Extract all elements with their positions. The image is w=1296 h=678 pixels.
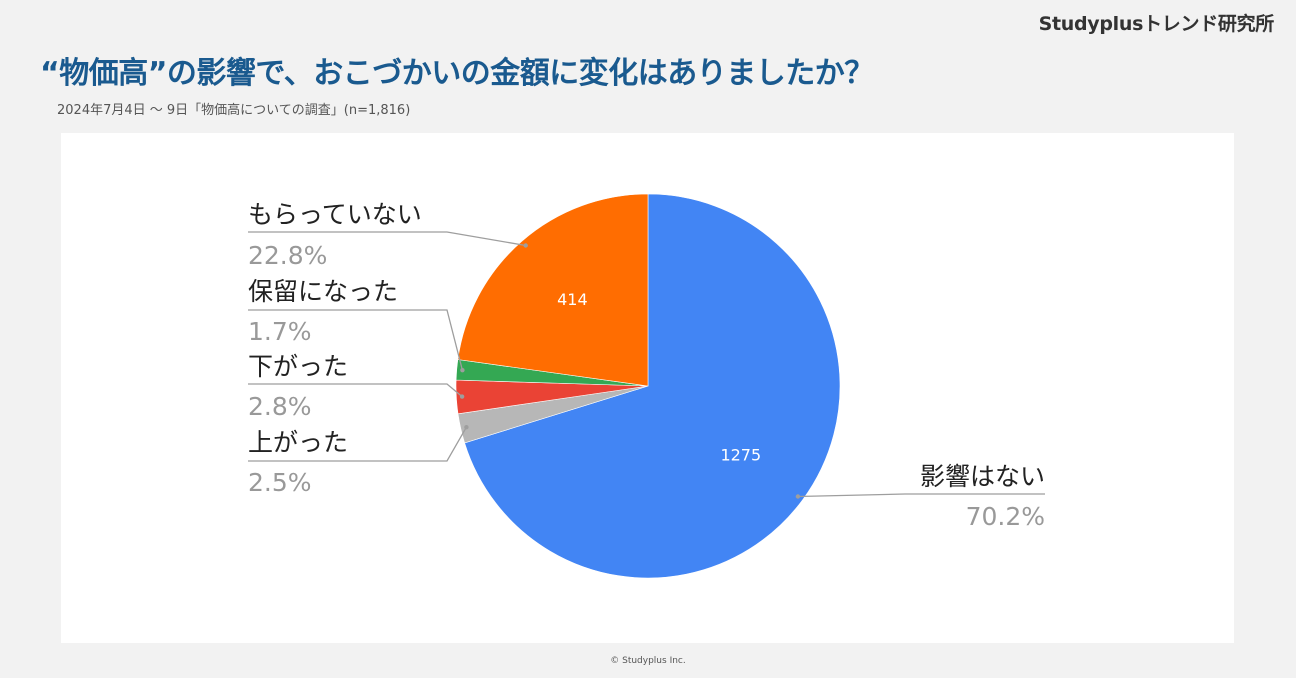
pie-chart: 1275 414 影響はない 70.2% 上がった 2.5% 下がった 2.8% 保留になった… (248, 193, 1045, 579)
pie-slice (457, 193, 649, 387)
leader-line (248, 231, 526, 247)
brand-logo: Studyplusトレンド研究所 (1038, 13, 1275, 35)
slice-percent-label: 2.5% (248, 468, 312, 497)
slice-percent-label: 70.2% (966, 502, 1045, 531)
leader-line (248, 309, 464, 371)
slice-percent-label: 1.7% (248, 317, 312, 346)
slice-category-label: 上がった (248, 428, 348, 457)
pie-slice (464, 193, 841, 579)
page-title: “物価高”の影響で、おこづかいの金額に変化はありましたか？ (40, 56, 874, 91)
slice-category-label: もらっていない (248, 200, 422, 229)
slice-category-label: 保留になった (248, 277, 398, 306)
leader-line (248, 383, 463, 398)
slice-value-label: 414 (557, 290, 588, 309)
slice-category-label: 下がった (248, 352, 348, 381)
leader-line (797, 493, 1045, 498)
slice-category-label: 影響はない (920, 462, 1045, 491)
slice-percent-label: 2.8% (248, 392, 312, 421)
slice-percent-label: 22.8% (248, 241, 327, 270)
copyright: © Studyplus Inc. (610, 656, 686, 666)
survey-subtitle: 2024年7月4日 〜 9日「物価高についての調査」(n=1,816) (57, 103, 411, 118)
chart-card: 1275 414 影響はない 70.2% 上がった 2.5% 下がった 2.8% 保留になった… (61, 133, 1234, 643)
leader-dot (523, 243, 528, 248)
leader-line (248, 426, 467, 462)
leader-dot (460, 368, 465, 373)
slice-value-label: 1275 (720, 445, 761, 464)
